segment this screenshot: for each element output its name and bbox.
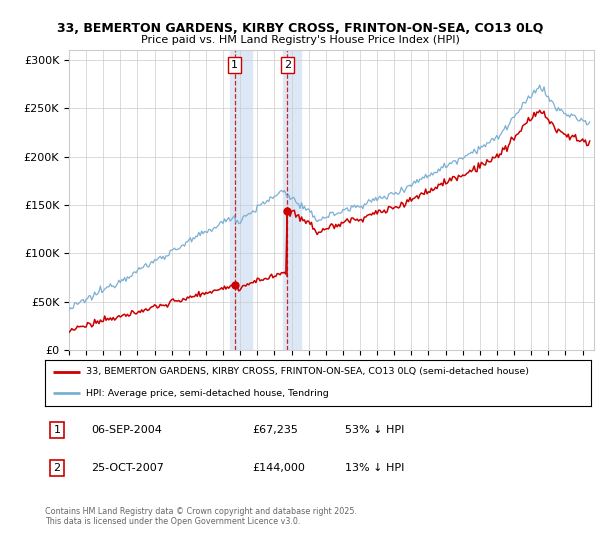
Text: HPI: Average price, semi-detached house, Tendring: HPI: Average price, semi-detached house,…: [86, 389, 329, 398]
Text: 53% ↓ HPI: 53% ↓ HPI: [346, 425, 404, 435]
Text: £67,235: £67,235: [253, 425, 298, 435]
Bar: [283, 50, 301, 350]
Text: 25-OCT-2007: 25-OCT-2007: [91, 463, 164, 473]
Text: 1: 1: [53, 425, 61, 435]
Text: 2: 2: [53, 463, 61, 473]
Text: Contains HM Land Registry data © Crown copyright and database right 2025.
This d: Contains HM Land Registry data © Crown c…: [45, 507, 357, 526]
Text: 13% ↓ HPI: 13% ↓ HPI: [346, 463, 404, 473]
Text: 06-SEP-2004: 06-SEP-2004: [91, 425, 162, 435]
Text: 1: 1: [231, 60, 238, 70]
Bar: [230, 50, 251, 350]
Text: Price paid vs. HM Land Registry's House Price Index (HPI): Price paid vs. HM Land Registry's House …: [140, 35, 460, 45]
Text: 33, BEMERTON GARDENS, KIRBY CROSS, FRINTON-ON-SEA, CO13 0LQ: 33, BEMERTON GARDENS, KIRBY CROSS, FRINT…: [57, 22, 543, 35]
Text: 33, BEMERTON GARDENS, KIRBY CROSS, FRINTON-ON-SEA, CO13 0LQ (semi-detached house: 33, BEMERTON GARDENS, KIRBY CROSS, FRINT…: [86, 367, 529, 376]
Text: 2: 2: [284, 60, 291, 70]
Text: £144,000: £144,000: [253, 463, 305, 473]
